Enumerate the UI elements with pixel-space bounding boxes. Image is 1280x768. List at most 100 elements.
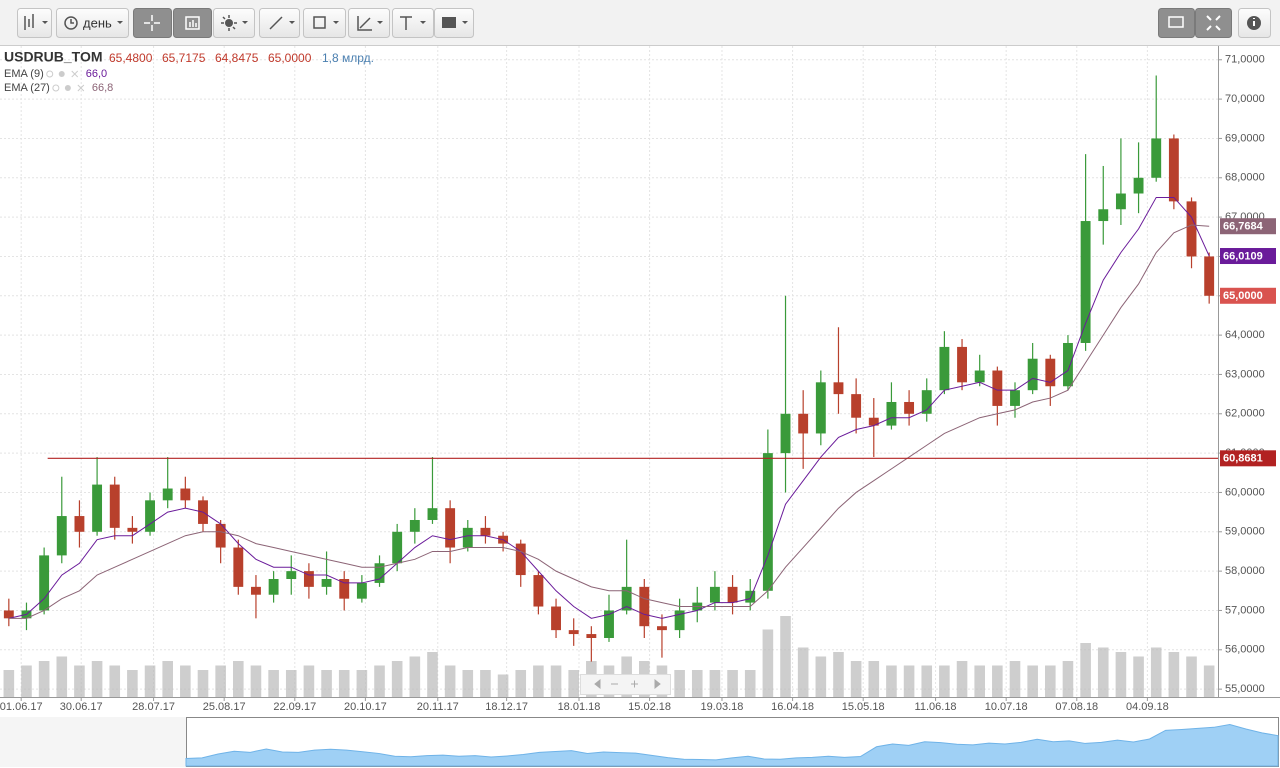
candle-body xyxy=(974,370,985,383)
candle-body xyxy=(1186,201,1197,257)
crosshair-button[interactable] xyxy=(133,8,172,38)
volume-bar xyxy=(762,629,774,697)
y-tick-label: 59,0000 xyxy=(1225,526,1265,538)
candle-body xyxy=(868,417,879,426)
fibonacci-button[interactable] xyxy=(348,8,390,38)
x-tick-label: 01.06.17 xyxy=(0,701,43,713)
candle-body xyxy=(427,508,438,520)
volume-bar xyxy=(197,670,209,697)
volume-bar xyxy=(744,670,756,697)
candle-body xyxy=(851,394,862,418)
candle-body xyxy=(762,453,773,591)
screen-button[interactable] xyxy=(1158,8,1195,38)
candle-body xyxy=(1115,193,1126,210)
volume-bar xyxy=(868,661,880,697)
candle-body xyxy=(604,610,614,638)
icon xyxy=(24,14,34,30)
y-tick-label: 71,0000 xyxy=(1225,54,1265,66)
candle-body xyxy=(904,401,915,414)
icon xyxy=(64,16,78,30)
icon xyxy=(462,21,468,24)
candle-body xyxy=(268,578,279,595)
y-tick-label: 55,0000 xyxy=(1225,683,1265,695)
header-value: 64,8475 xyxy=(215,51,259,65)
chart-type-button[interactable] xyxy=(17,8,52,38)
symbol: USDRUB_TOM xyxy=(4,49,103,65)
icon xyxy=(400,16,412,30)
icon xyxy=(189,20,197,27)
volume-bar xyxy=(974,665,985,697)
icon xyxy=(225,19,233,27)
x-tick-label: 15.02.18 xyxy=(628,701,671,713)
candle-body xyxy=(1098,209,1109,222)
candle-body xyxy=(709,586,720,603)
candle-body xyxy=(180,488,191,501)
legend-icon xyxy=(64,85,71,91)
candle-body xyxy=(480,527,491,536)
volume-bar xyxy=(321,670,332,697)
volume-bar xyxy=(144,665,156,697)
candle-body xyxy=(533,575,544,607)
ema-line xyxy=(8,196,1210,619)
candle-body xyxy=(339,578,350,599)
icon xyxy=(70,19,74,24)
candle-body xyxy=(215,523,226,548)
candle-body xyxy=(286,571,297,579)
navigator-controls[interactable] xyxy=(580,674,671,695)
candle-body xyxy=(639,586,650,627)
x-tick-label: 18.12.17 xyxy=(485,701,528,713)
y-tick-label: 68,0000 xyxy=(1225,172,1265,184)
volume-bar xyxy=(3,670,15,697)
icon xyxy=(313,16,326,29)
volume-bar xyxy=(903,665,915,697)
volume-bar xyxy=(38,661,50,697)
price-tag xyxy=(1220,287,1276,304)
icon xyxy=(442,17,456,28)
candle-body xyxy=(780,413,791,454)
price-tag xyxy=(1220,450,1276,467)
draw-line-button[interactable] xyxy=(259,8,300,38)
volume-bar xyxy=(91,661,103,697)
header-value: 65,0000 xyxy=(268,51,312,65)
candle-body xyxy=(921,390,932,414)
volume-bar xyxy=(1009,661,1021,697)
y-tick-label: 63,0000 xyxy=(1225,368,1265,380)
candle-body xyxy=(127,527,138,532)
volume-bar xyxy=(691,670,703,697)
fullscreen-button[interactable] xyxy=(1195,8,1232,38)
volume-bar xyxy=(338,670,350,697)
x-tick-label: 20.11.17 xyxy=(417,701,459,713)
legend-icon xyxy=(77,84,85,92)
x-tick-label: 20.10.17 xyxy=(344,701,387,713)
icon xyxy=(333,21,339,24)
candle-body xyxy=(409,519,420,532)
icon xyxy=(221,15,237,31)
icon xyxy=(377,21,383,24)
candle-body xyxy=(445,508,456,548)
candle-body xyxy=(992,370,1003,406)
candle-body xyxy=(92,484,103,532)
candle-body xyxy=(515,543,526,576)
candle-body xyxy=(815,382,826,434)
legend-icon xyxy=(52,84,60,92)
candle-body xyxy=(1045,358,1056,387)
volume-bar xyxy=(1045,665,1056,697)
volume-bar xyxy=(180,665,191,697)
legend-icon xyxy=(46,70,54,78)
period-button[interactable] xyxy=(56,8,129,38)
price-tag-label: 65,0000 xyxy=(1223,290,1263,302)
text-button[interactable] xyxy=(392,8,434,38)
x-tick-label: 16.04.18 xyxy=(771,701,814,713)
header-volume: 1,8 млрд. xyxy=(322,51,374,65)
x-tick-label: 28.07.17 xyxy=(132,701,175,713)
volume-bar xyxy=(374,665,385,697)
volume-bar xyxy=(833,652,844,697)
y-tick-label: 57,0000 xyxy=(1225,604,1265,616)
volume-bar xyxy=(533,665,544,697)
candle-body xyxy=(745,590,756,603)
y-tick-label: 69,0000 xyxy=(1225,132,1265,144)
price-tag-label: 60,8681 xyxy=(1223,453,1263,465)
x-tick-label: 22.09.17 xyxy=(273,701,316,713)
